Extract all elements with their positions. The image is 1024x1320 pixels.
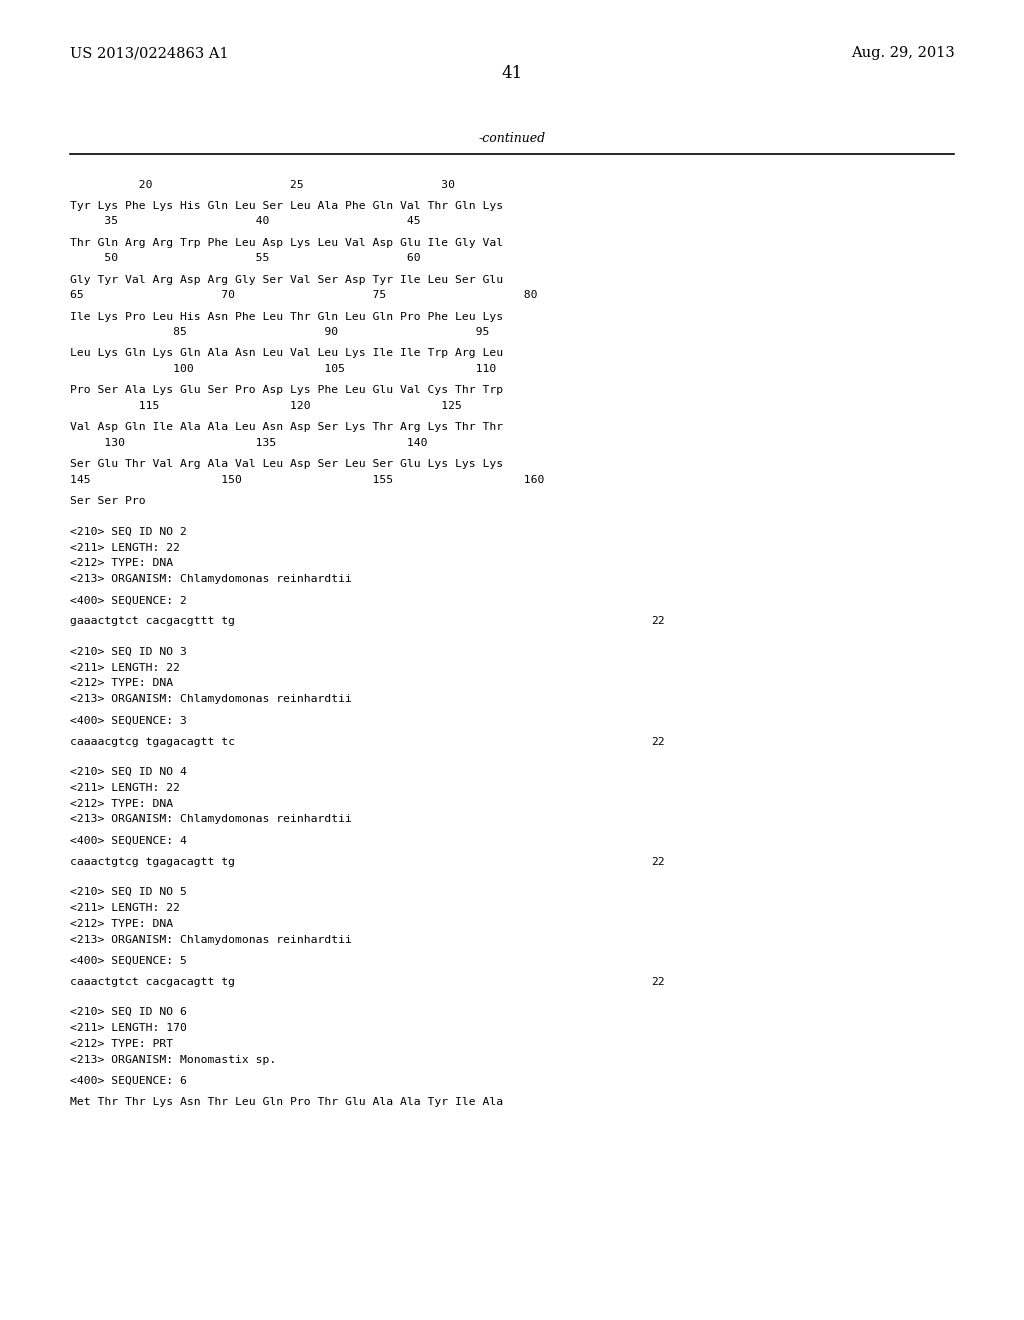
Text: Ser Ser Pro: Ser Ser Pro [70,496,145,507]
Text: <211> LENGTH: 22: <211> LENGTH: 22 [70,663,179,673]
Text: caaactgtcg tgagacagtt tg: caaactgtcg tgagacagtt tg [70,857,234,867]
Text: <210> SEQ ID NO 6: <210> SEQ ID NO 6 [70,1007,186,1018]
Text: <213> ORGANISM: Monomastix sp.: <213> ORGANISM: Monomastix sp. [70,1055,275,1065]
Text: <211> LENGTH: 22: <211> LENGTH: 22 [70,783,179,793]
Text: Leu Lys Gln Lys Gln Ala Asn Leu Val Leu Lys Ile Ile Trp Arg Leu: Leu Lys Gln Lys Gln Ala Asn Leu Val Leu … [70,348,503,359]
Text: 20                    25                    30: 20 25 30 [70,180,455,190]
Text: 35                    40                    45: 35 40 45 [70,216,420,227]
Text: 115                   120                   125: 115 120 125 [70,401,462,412]
Text: Pro Ser Ala Lys Glu Ser Pro Asp Lys Phe Leu Glu Val Cys Thr Trp: Pro Ser Ala Lys Glu Ser Pro Asp Lys Phe … [70,385,503,396]
Text: 85                    90                    95: 85 90 95 [70,327,489,338]
Text: <212> TYPE: DNA: <212> TYPE: DNA [70,558,173,569]
Text: <212> TYPE: DNA: <212> TYPE: DNA [70,678,173,689]
Text: Thr Gln Arg Arg Trp Phe Leu Asp Lys Leu Val Asp Glu Ile Gly Val: Thr Gln Arg Arg Trp Phe Leu Asp Lys Leu … [70,238,503,248]
Text: <210> SEQ ID NO 3: <210> SEQ ID NO 3 [70,647,186,657]
Text: 22: 22 [651,977,665,987]
Text: <211> LENGTH: 22: <211> LENGTH: 22 [70,903,179,913]
Text: US 2013/0224863 A1: US 2013/0224863 A1 [70,46,228,61]
Text: <213> ORGANISM: Chlamydomonas reinhardtii: <213> ORGANISM: Chlamydomonas reinhardti… [70,935,351,945]
Text: 22: 22 [651,857,665,867]
Text: <400> SEQUENCE: 6: <400> SEQUENCE: 6 [70,1076,186,1086]
Text: <400> SEQUENCE: 5: <400> SEQUENCE: 5 [70,956,186,966]
Text: 22: 22 [651,737,665,747]
Text: <210> SEQ ID NO 5: <210> SEQ ID NO 5 [70,887,186,898]
Text: <212> TYPE: DNA: <212> TYPE: DNA [70,919,173,929]
Text: <400> SEQUENCE: 4: <400> SEQUENCE: 4 [70,836,186,846]
Text: 41: 41 [502,65,522,82]
Text: <400> SEQUENCE: 3: <400> SEQUENCE: 3 [70,715,186,726]
Text: caaaacgtcg tgagacagtt tc: caaaacgtcg tgagacagtt tc [70,737,234,747]
Text: 145                   150                   155                   160: 145 150 155 160 [70,475,544,486]
Text: 100                   105                   110: 100 105 110 [70,364,496,375]
Text: Val Asp Gln Ile Ala Ala Leu Asn Asp Ser Lys Thr Arg Lys Thr Thr: Val Asp Gln Ile Ala Ala Leu Asn Asp Ser … [70,422,503,433]
Text: caaactgtct cacgacagtt tg: caaactgtct cacgacagtt tg [70,977,234,987]
Text: Gly Tyr Val Arg Asp Arg Gly Ser Val Ser Asp Tyr Ile Leu Ser Glu: Gly Tyr Val Arg Asp Arg Gly Ser Val Ser … [70,275,503,285]
Text: <213> ORGANISM: Chlamydomonas reinhardtii: <213> ORGANISM: Chlamydomonas reinhardti… [70,814,351,825]
Text: Met Thr Thr Lys Asn Thr Leu Gln Pro Thr Glu Ala Ala Tyr Ile Ala: Met Thr Thr Lys Asn Thr Leu Gln Pro Thr … [70,1097,503,1107]
Text: 22: 22 [651,616,665,627]
Text: Aug. 29, 2013: Aug. 29, 2013 [851,46,954,61]
Text: Ser Glu Thr Val Arg Ala Val Leu Asp Ser Leu Ser Glu Lys Lys Lys: Ser Glu Thr Val Arg Ala Val Leu Asp Ser … [70,459,503,470]
Text: <213> ORGANISM: Chlamydomonas reinhardtii: <213> ORGANISM: Chlamydomonas reinhardti… [70,694,351,705]
Text: <212> TYPE: PRT: <212> TYPE: PRT [70,1039,173,1049]
Text: <210> SEQ ID NO 2: <210> SEQ ID NO 2 [70,527,186,537]
Text: <210> SEQ ID NO 4: <210> SEQ ID NO 4 [70,767,186,777]
Text: <212> TYPE: DNA: <212> TYPE: DNA [70,799,173,809]
Text: -continued: -continued [478,132,546,145]
Text: Tyr Lys Phe Lys His Gln Leu Ser Leu Ala Phe Gln Val Thr Gln Lys: Tyr Lys Phe Lys His Gln Leu Ser Leu Ala … [70,201,503,211]
Text: 50                    55                    60: 50 55 60 [70,253,420,264]
Text: Ile Lys Pro Leu His Asn Phe Leu Thr Gln Leu Gln Pro Phe Leu Lys: Ile Lys Pro Leu His Asn Phe Leu Thr Gln … [70,312,503,322]
Text: <211> LENGTH: 22: <211> LENGTH: 22 [70,543,179,553]
Text: gaaactgtct cacgacgttt tg: gaaactgtct cacgacgttt tg [70,616,234,627]
Text: 130                   135                   140: 130 135 140 [70,438,427,449]
Text: 65                    70                    75                    80: 65 70 75 80 [70,290,538,301]
Text: <213> ORGANISM: Chlamydomonas reinhardtii: <213> ORGANISM: Chlamydomonas reinhardti… [70,574,351,585]
Text: <211> LENGTH: 170: <211> LENGTH: 170 [70,1023,186,1034]
Text: <400> SEQUENCE: 2: <400> SEQUENCE: 2 [70,595,186,606]
